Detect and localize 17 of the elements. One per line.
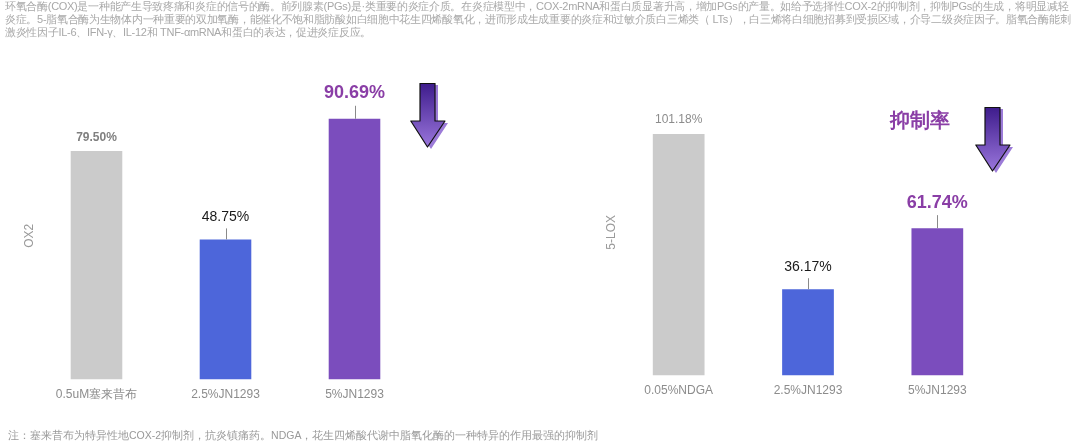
data-label: 79.50% xyxy=(76,130,118,145)
x-tick-label: 2.5%JN1293 xyxy=(773,383,843,398)
text: 环氧合酶(COX)是一种能产生导致疼痛和炎症的信号的酶。前列腺素(PGs)是·类重要的炎症介质。在炎症模型中，COX-2mRNA和蛋白质显著升高，增加PGs的产量。如给予选择性COX-2的抑制剂，抑制PGs的生成，将明显减轻炎症。5-脂氧合酶为生物体内一种重要的双加氧酶，能催化不饱和脂肪酸如白细胞中花生四烯酸氧化，进而形成生成重要的炎症和过敏介质白三烯类（ LTs），白三烯将白细胞招募到受损区域，介导二级炎症因子。脂氧合酶能刺激炎性因子IL-6、IFN-γ、IL-12和 TNF-αmRNA和蛋白的表达，促进炎症反应。 xyxy=(5,0,1072,39)
x-tick-label: 0.5uM塞来昔布 xyxy=(55,387,138,402)
x-tick-label: 0.05%NDGA xyxy=(644,383,714,398)
y-axis-title: 5-LOX xyxy=(604,214,619,250)
data-label: 48.75% xyxy=(201,208,250,225)
x-tick-label: 5%JN1293 xyxy=(325,387,385,402)
data-label: 90.69% xyxy=(323,81,386,102)
x-tick-label: 2.5%JN1293 xyxy=(191,387,261,402)
y-axis-title: OX2 xyxy=(22,223,37,248)
text: 注：塞来昔布为特异性地COX-2抑制剂，抗炎镇痛药。NDGA，花生四烯酸代谢中脂氧化酶的一种特异的作用最强的抑制剂 xyxy=(8,429,599,442)
data-label: 101.18% xyxy=(654,112,703,127)
data-label: 61.74% xyxy=(906,192,968,213)
text: 抑制率 xyxy=(889,108,950,131)
data-label: 36.17% xyxy=(784,258,832,275)
x-tick-label: 5%JN1293 xyxy=(907,383,968,398)
